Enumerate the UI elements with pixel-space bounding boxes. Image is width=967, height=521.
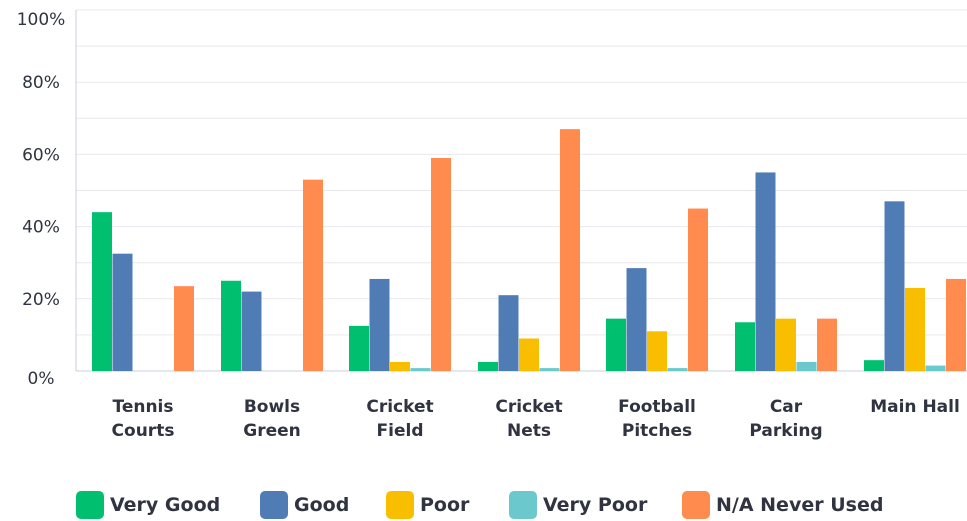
bar-n-a-never-used	[817, 318, 837, 371]
y-tick-label: 80%	[22, 73, 60, 93]
x-tick-label: Bowls Green	[243, 397, 301, 441]
legend-label: Very Good	[110, 494, 220, 516]
legend-swatch	[76, 491, 104, 519]
bar-good	[626, 268, 647, 371]
bar-very-good	[864, 360, 884, 371]
bar-poor	[647, 331, 667, 371]
bar-very-good	[478, 361, 498, 371]
bar-poor	[905, 287, 925, 371]
legend-label: Poor	[420, 494, 470, 516]
bar-good	[498, 295, 519, 371]
bar-good	[112, 253, 133, 371]
y-tick-label: 40%	[22, 218, 60, 238]
legend-item: Very Poor	[509, 491, 648, 519]
bar-n-a-never-used	[688, 208, 708, 371]
x-tick-label: Cricket Field	[366, 397, 433, 441]
legend-swatch	[260, 491, 288, 519]
bar-n-a-never-used	[303, 179, 323, 371]
bar-very-good	[221, 280, 241, 371]
legend-item: N/A Never Used	[682, 491, 883, 519]
bar-good	[241, 291, 262, 371]
bar-very-poor	[796, 361, 817, 371]
bar-poor	[519, 338, 539, 371]
y-tick-label: 20%	[22, 290, 60, 310]
bar-n-a-never-used	[174, 286, 194, 371]
bar-n-a-never-used	[431, 158, 451, 371]
legend-label: Very Poor	[543, 494, 648, 516]
bar-very-poor	[539, 368, 560, 371]
legend-swatch	[682, 491, 710, 519]
bar-very-poor	[667, 368, 688, 371]
bar-poor	[390, 361, 410, 371]
y-tick-label: 0%	[28, 369, 55, 389]
x-tick-label: Tennis Courts	[112, 397, 175, 441]
x-tick-label: Cricket Nets	[495, 397, 562, 441]
bar-very-good	[735, 322, 755, 371]
legend-label: Good	[294, 494, 349, 516]
bar-very-good	[92, 212, 112, 371]
legend-item: Poor	[386, 491, 470, 519]
bar-good	[369, 278, 390, 371]
bar-n-a-never-used	[946, 278, 966, 371]
legend-swatch	[386, 491, 414, 519]
x-tick-label: Main Hall	[870, 397, 960, 417]
bar-very-poor	[925, 365, 946, 371]
x-tick-label: Car Parking	[749, 397, 822, 441]
bar-n-a-never-used	[560, 129, 580, 371]
legend-item: Good	[260, 491, 349, 519]
bar-very-good	[349, 325, 369, 371]
y-tick-label: 60%	[22, 145, 60, 165]
bar-good	[884, 201, 905, 371]
x-tick-label: Football Pitches	[618, 397, 696, 441]
legend-label: N/A Never Used	[716, 494, 883, 516]
legend-swatch	[509, 491, 537, 519]
bar-very-good	[606, 318, 626, 371]
legend-item: Very Good	[76, 491, 220, 519]
bar-poor	[776, 318, 796, 371]
bar-very-poor	[410, 368, 431, 371]
bar-good	[755, 172, 776, 371]
y-tick-label: 100%	[17, 10, 66, 30]
